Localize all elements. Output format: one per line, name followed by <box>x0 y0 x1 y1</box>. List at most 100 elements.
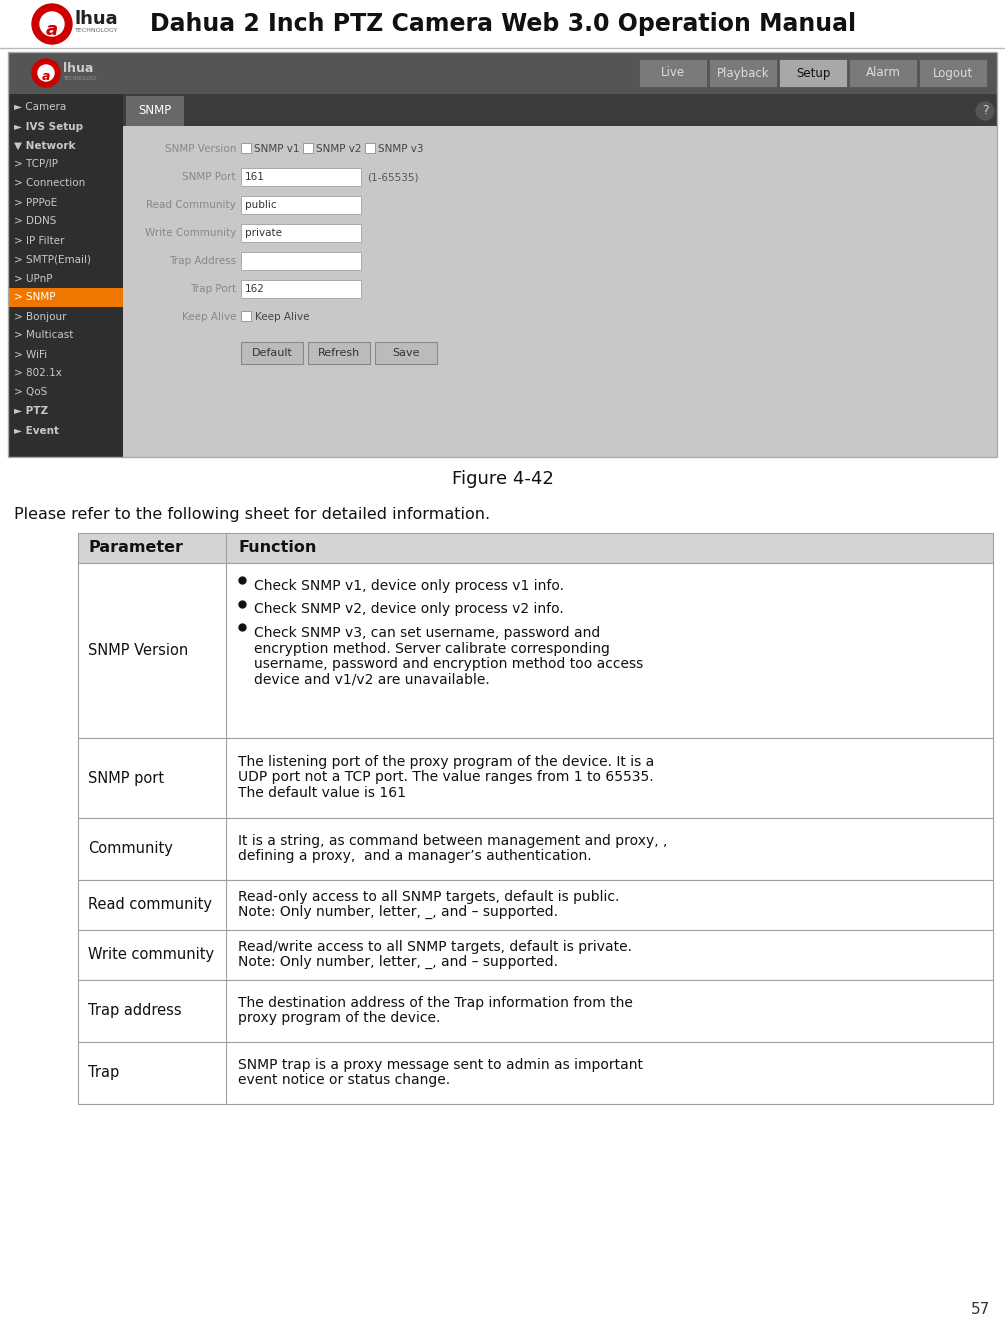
Text: public: public <box>245 200 276 210</box>
Bar <box>8 52 997 95</box>
Bar <box>78 563 993 738</box>
Text: lhua: lhua <box>63 63 93 76</box>
Text: SNMP v1: SNMP v1 <box>254 144 299 155</box>
Text: ► Camera: ► Camera <box>14 103 66 112</box>
Text: > SNMP: > SNMP <box>14 293 55 302</box>
Text: SNMP port: SNMP port <box>88 770 164 786</box>
Text: > PPPoE: > PPPoE <box>14 197 57 208</box>
Text: Check SNMP v1, device only process v1 info.: Check SNMP v1, device only process v1 in… <box>254 579 564 593</box>
Bar <box>375 342 437 364</box>
Text: Dahua 2 Inch PTZ Camera Web 3.0 Operation Manual: Dahua 2 Inch PTZ Camera Web 3.0 Operatio… <box>150 12 856 36</box>
Text: Read community: Read community <box>88 898 212 912</box>
Bar <box>919 59 987 87</box>
Text: Save: Save <box>392 348 420 358</box>
Text: Figure 4-42: Figure 4-42 <box>451 470 554 488</box>
Text: It is a string, as command between management and proxy, ,: It is a string, as command between manag… <box>238 834 667 847</box>
Circle shape <box>32 59 60 87</box>
Bar <box>123 95 997 127</box>
Bar <box>8 288 123 306</box>
Bar <box>8 95 123 457</box>
Text: > WiFi: > WiFi <box>14 349 47 360</box>
Bar <box>241 168 361 186</box>
Text: Community: Community <box>88 842 173 856</box>
Text: Read/write access to all SNMP targets, default is private.: Read/write access to all SNMP targets, d… <box>238 939 632 954</box>
Bar <box>779 59 847 87</box>
Text: > Bonjour: > Bonjour <box>14 312 66 321</box>
Text: Note: Only number, letter, _, and – supported.: Note: Only number, letter, _, and – supp… <box>238 904 558 919</box>
Bar <box>849 59 917 87</box>
Text: Read Community: Read Community <box>147 200 236 210</box>
Text: a: a <box>46 21 58 39</box>
Bar <box>78 980 993 1042</box>
Text: Write Community: Write Community <box>145 228 236 238</box>
Text: ▼ Network: ▼ Network <box>14 140 75 151</box>
Text: SNMP Version: SNMP Version <box>88 643 188 658</box>
Text: The default value is 161: The default value is 161 <box>238 786 406 799</box>
Text: private: private <box>245 228 282 238</box>
Text: 161: 161 <box>245 172 265 182</box>
Text: Keep Alive: Keep Alive <box>255 312 310 322</box>
Text: Please refer to the following sheet for detailed information.: Please refer to the following sheet for … <box>14 507 490 522</box>
Bar <box>639 59 707 87</box>
Text: Keep Alive: Keep Alive <box>182 312 236 322</box>
Text: The destination address of the Trap information from the: The destination address of the Trap info… <box>238 995 633 1010</box>
Bar <box>126 96 184 127</box>
Text: SNMP v2: SNMP v2 <box>316 144 362 155</box>
Text: device and v1/v2 are unavailable.: device and v1/v2 are unavailable. <box>254 673 489 686</box>
Text: ► PTZ: ► PTZ <box>14 406 48 417</box>
Circle shape <box>976 103 994 120</box>
Bar <box>241 143 251 153</box>
Text: ► Event: ► Event <box>14 425 59 436</box>
Text: Write community: Write community <box>88 947 214 963</box>
Bar <box>78 1042 993 1104</box>
Text: Default: Default <box>251 348 292 358</box>
Text: ?: ? <box>982 104 988 117</box>
Bar <box>78 930 993 980</box>
Text: > SMTP(Email): > SMTP(Email) <box>14 254 91 265</box>
Bar <box>0 0 1005 48</box>
Text: Logout: Logout <box>933 67 973 80</box>
Circle shape <box>32 4 72 44</box>
Text: a: a <box>42 69 50 83</box>
Text: SNMP trap is a proxy message sent to admin as important: SNMP trap is a proxy message sent to adm… <box>238 1058 643 1071</box>
Text: > QoS: > QoS <box>14 388 47 397</box>
Text: UDP port not a TCP port. The value ranges from 1 to 65535.: UDP port not a TCP port. The value range… <box>238 770 653 785</box>
Text: 57: 57 <box>971 1301 990 1317</box>
Text: 162: 162 <box>245 284 265 294</box>
Text: Note: Only number, letter, _, and – supported.: Note: Only number, letter, _, and – supp… <box>238 955 558 970</box>
Text: SNMP v3: SNMP v3 <box>378 144 423 155</box>
Text: Read-only access to all SNMP targets, default is public.: Read-only access to all SNMP targets, de… <box>238 890 619 903</box>
Circle shape <box>40 12 64 36</box>
Text: > Multicast: > Multicast <box>14 330 73 341</box>
Text: The listening port of the proxy program of the device. It is a: The listening port of the proxy program … <box>238 755 654 769</box>
Text: SNMP Port: SNMP Port <box>183 172 236 182</box>
Text: Playback: Playback <box>717 67 769 80</box>
Text: Trap address: Trap address <box>88 1003 182 1019</box>
Text: ► IVS Setup: ► IVS Setup <box>14 121 83 132</box>
Text: defining a proxy,  and a manager’s authentication.: defining a proxy, and a manager’s authen… <box>238 848 592 863</box>
Bar <box>241 280 361 298</box>
Text: event notice or status change.: event notice or status change. <box>238 1074 450 1087</box>
Text: > UPnP: > UPnP <box>14 273 52 284</box>
Bar <box>308 342 370 364</box>
Bar <box>241 196 361 214</box>
Text: (1-65535): (1-65535) <box>367 172 418 182</box>
Text: Trap: Trap <box>88 1066 120 1080</box>
Text: Setup: Setup <box>796 67 830 80</box>
Text: Trap Port: Trap Port <box>190 284 236 294</box>
Text: Refresh: Refresh <box>318 348 360 358</box>
Bar <box>241 342 303 364</box>
Text: Check SNMP v3, can set username, password and: Check SNMP v3, can set username, passwor… <box>254 626 600 639</box>
Circle shape <box>38 65 54 81</box>
Bar <box>78 880 993 930</box>
Text: Function: Function <box>238 541 317 555</box>
Bar <box>78 738 993 818</box>
Bar <box>365 143 375 153</box>
Text: > DDNS: > DDNS <box>14 217 56 226</box>
Bar <box>709 59 777 87</box>
Bar <box>241 252 361 270</box>
Bar <box>8 52 997 457</box>
Text: lhua: lhua <box>75 11 119 28</box>
Text: Alarm: Alarm <box>865 67 900 80</box>
Bar <box>78 818 993 880</box>
